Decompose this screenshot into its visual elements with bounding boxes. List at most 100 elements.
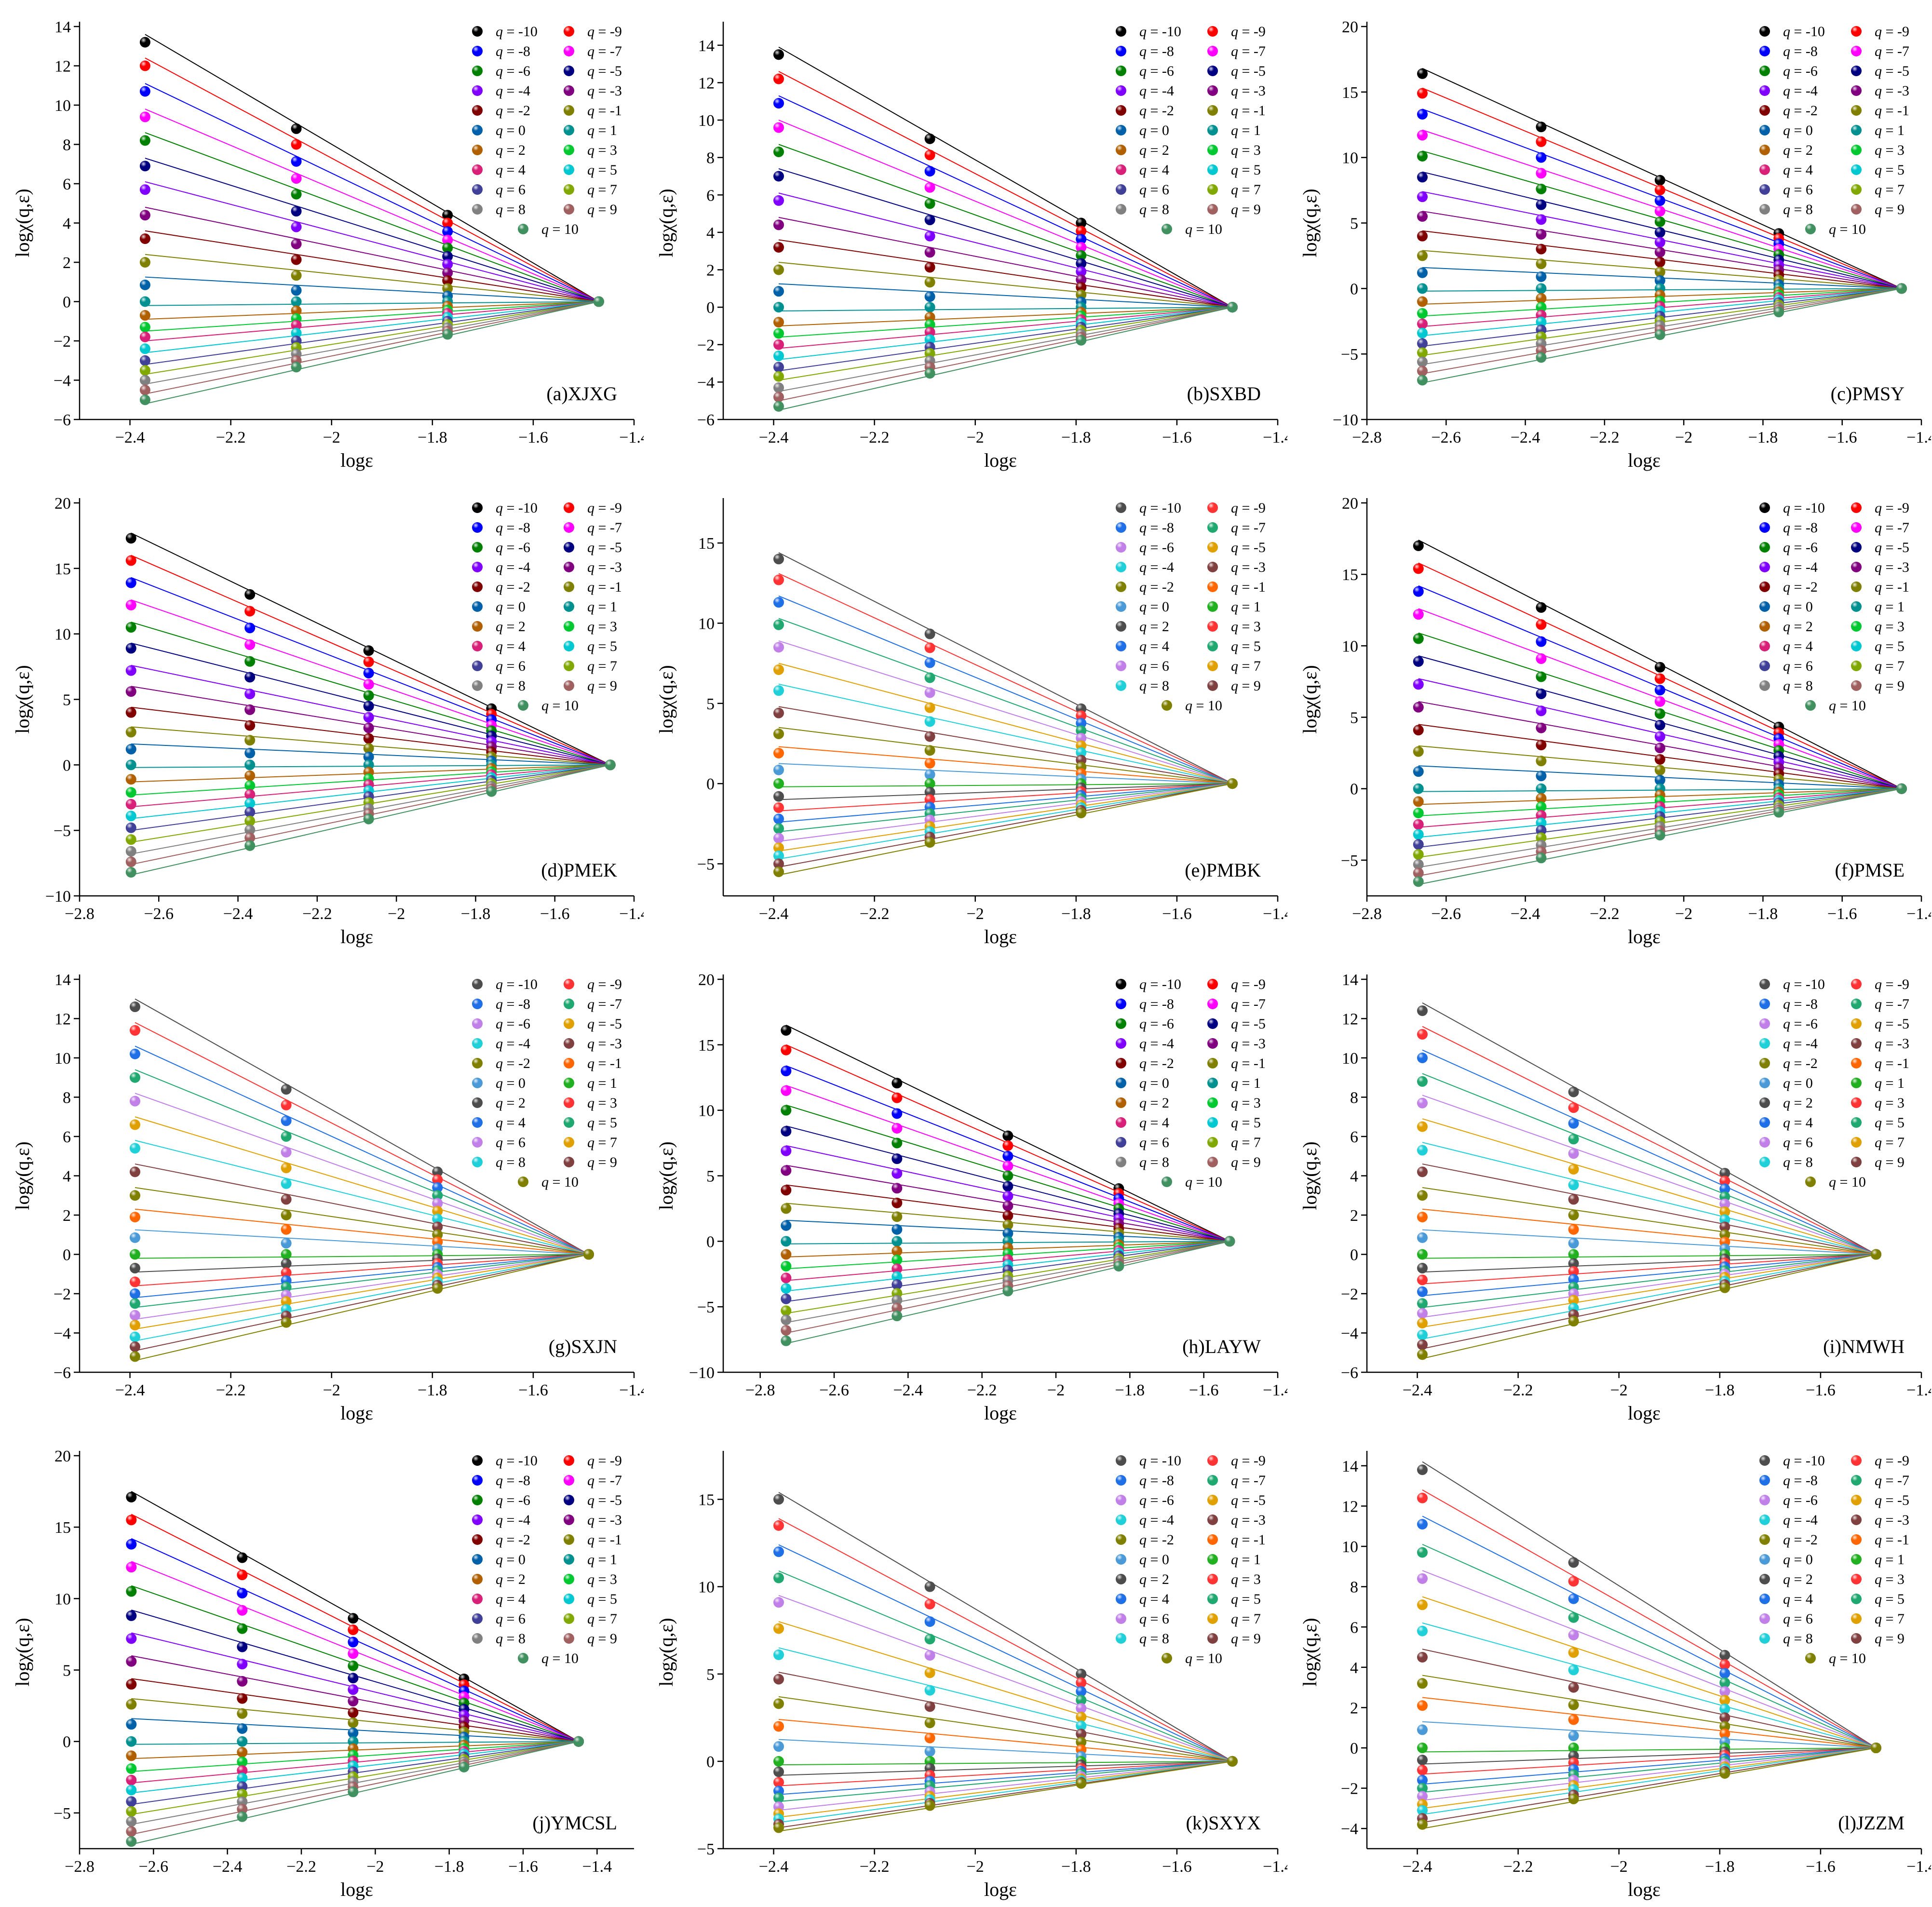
y-tick-label: 10 <box>54 97 71 115</box>
legend-label: q = 2 <box>1783 142 1813 158</box>
point-highlight <box>139 355 150 366</box>
point-highlight <box>281 1147 292 1158</box>
legend-label: q = 4 <box>496 1591 526 1607</box>
legend-q: q <box>1783 182 1790 198</box>
point-highlight <box>773 242 784 253</box>
legend-q: q <box>1875 599 1882 615</box>
legend-q: q <box>496 1016 503 1032</box>
legend-marker-highlight <box>1759 1554 1770 1565</box>
point-highlight <box>892 1224 903 1235</box>
legend-value: = -5 <box>1882 1016 1909 1032</box>
point-highlight <box>125 787 136 798</box>
fit-line-q-10 <box>778 46 1233 308</box>
fit-line-q-7 <box>135 1069 589 1255</box>
point-highlight <box>1417 1791 1428 1802</box>
legend-marker-highlight <box>1851 1097 1862 1108</box>
point-highlight <box>1568 1266 1579 1277</box>
legend-value: = -3 <box>1238 1036 1266 1052</box>
legend-value: = 4 <box>1147 1115 1169 1131</box>
point-highlight <box>924 326 935 338</box>
point-highlight <box>281 1267 292 1278</box>
legend-marker-highlight <box>1851 542 1862 553</box>
point-highlight <box>1417 230 1428 242</box>
legend-marker-highlight <box>472 66 483 76</box>
legend-marker-highlight <box>1851 1515 1862 1525</box>
point-highlight <box>1076 266 1087 277</box>
x-tick-label: −1.4 <box>1906 429 1931 446</box>
fit-line-q-10 <box>1422 1461 1877 1748</box>
fit-line-q2 <box>1422 1747 1876 1765</box>
legend-marker-highlight <box>1116 1534 1126 1545</box>
fit-line-q-9 <box>135 1022 589 1255</box>
point-highlight <box>781 1145 792 1156</box>
point-highlight <box>1413 540 1424 551</box>
point-highlight <box>237 1804 248 1815</box>
fit-line-q4 <box>778 783 1232 823</box>
point-highlight <box>281 1282 292 1293</box>
legend-q: q <box>496 1631 503 1647</box>
legend-label: q = -10 <box>1783 976 1825 992</box>
legend-q: q <box>541 221 549 237</box>
legend-value: = -5 <box>594 63 622 79</box>
x-tick-label: −2.6 <box>144 905 174 923</box>
legend-value: = 6 <box>503 1611 526 1627</box>
point-highlight <box>1417 1145 1428 1156</box>
legend-label: q = 8 <box>1139 202 1169 217</box>
point-highlight <box>1654 195 1665 206</box>
x-tick-label: −2.4 <box>759 905 789 923</box>
legend-q: q <box>587 559 594 575</box>
legend-q: q <box>1231 1095 1238 1111</box>
legend-marker-highlight <box>472 601 483 612</box>
legend-q: q <box>1139 1055 1147 1071</box>
y-tick-label: −4 <box>697 374 715 392</box>
x-tick-label: −1.8 <box>418 1381 447 1399</box>
fit-line-q1 <box>778 783 1232 787</box>
fit-line-q-9 <box>778 1518 1233 1762</box>
y-tick-label: 8 <box>1350 1089 1358 1107</box>
legend-label: q = -10 <box>1783 24 1825 40</box>
legend-q: q <box>1139 996 1147 1012</box>
legend-value: = -3 <box>1882 1036 1909 1052</box>
point-highlight <box>139 394 150 406</box>
legend-value: = 5 <box>594 162 617 178</box>
legend-marker-highlight <box>1116 1157 1126 1167</box>
point-highlight <box>1076 250 1087 261</box>
point-highlight <box>442 267 453 278</box>
legend-label: q = -7 <box>1875 520 1909 536</box>
x-tick-label: −2.6 <box>1431 429 1461 446</box>
legend-q: q <box>1139 1611 1147 1627</box>
legend-label: q = 1 <box>587 1552 617 1568</box>
legend-value: = -7 <box>1882 996 1909 1012</box>
legend-label: q = -4 <box>496 559 530 575</box>
legend-label: q = -3 <box>1231 83 1266 99</box>
point-highlight <box>1536 756 1547 767</box>
point-highlight <box>348 1660 359 1671</box>
point-highlight <box>130 1166 140 1177</box>
fit-line-q-3 <box>145 206 599 302</box>
legend-q: q <box>587 63 594 79</box>
point-highlight <box>773 302 784 313</box>
point-highlight <box>363 743 374 754</box>
legend-marker-highlight <box>472 85 483 96</box>
point-highlight <box>130 1096 140 1107</box>
legend-marker-highlight <box>1162 224 1172 234</box>
legend-marker-highlight <box>1116 1058 1126 1068</box>
fit-line-q-1 <box>1422 1697 1877 1749</box>
legend-marker-highlight <box>1116 641 1126 651</box>
subplot-7: −2.8−2.6−2.4−2.2−2−1.8−1.6−1.4−10−505101… <box>644 953 1287 1429</box>
legend-value: = 9 <box>1882 1631 1905 1647</box>
point-highlight <box>1413 839 1424 850</box>
legend-label: q = -10 <box>1139 1453 1181 1469</box>
fit-line-q6 <box>1422 1254 1877 1318</box>
x-axis-label: logε <box>1628 926 1661 947</box>
legend-marker-highlight <box>564 1515 574 1525</box>
legend-marker-highlight <box>1759 542 1770 553</box>
legend-marker-highlight <box>564 562 574 572</box>
legend-q: q <box>1231 1611 1238 1627</box>
fit-line-q-8 <box>1422 1049 1877 1255</box>
point-highlight <box>1536 801 1547 812</box>
y-tick-label: 8 <box>706 149 715 167</box>
legend-q: q <box>1185 221 1192 237</box>
legend-q: q <box>1783 658 1790 674</box>
legend-q: q <box>1231 520 1238 536</box>
